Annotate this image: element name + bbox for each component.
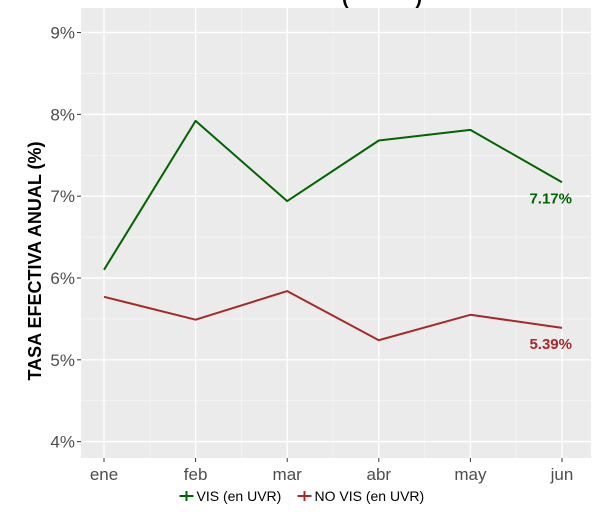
- legend-label: VIS (en UVR): [197, 488, 282, 504]
- x-tick-label: may: [454, 465, 487, 484]
- y-tick-label: 4%: [50, 433, 75, 452]
- legend-item: VIS (en UVR): [179, 488, 282, 504]
- series-line-no-vis: [103, 290, 563, 342]
- y-axis-label: TASA EFECTIVA ANUAL (%): [25, 142, 45, 381]
- x-tick-label: jun: [550, 465, 574, 484]
- legend-label: NO VIS (en UVR): [315, 488, 425, 504]
- end-value-label: 5.39%: [529, 336, 572, 353]
- x-tick-label: ene: [90, 465, 118, 484]
- grid-major: [81, 8, 591, 458]
- x-axis-ticks: ene feb mar abr may jun: [90, 458, 574, 484]
- legend: VIS (en UVR) NO VIS (en UVR): [179, 488, 425, 504]
- x-tick-label: abr: [367, 465, 392, 484]
- y-tick-label: 8%: [50, 105, 75, 124]
- x-tick-label: feb: [184, 465, 208, 484]
- y-tick-label: 6%: [50, 269, 75, 288]
- end-value-label: 7.17%: [529, 190, 572, 207]
- grid-minor: [81, 8, 591, 458]
- series-line-vis: [103, 119, 563, 271]
- y-tick-label: 9%: [50, 24, 75, 43]
- x-tick-label: mar: [273, 465, 303, 484]
- chart-title-fragment: ( ): [342, 0, 422, 9]
- y-tick-label: 7%: [50, 187, 75, 206]
- end-labels: 7.17% 5.39%: [529, 190, 572, 353]
- y-tick-label: 5%: [50, 351, 75, 370]
- legend-item: NO VIS (en UVR): [297, 488, 425, 504]
- y-axis-ticks: 4% 5% 6% 7% 8% 9%: [50, 24, 81, 452]
- plot-panel: [81, 8, 591, 458]
- series-layer: [103, 119, 563, 342]
